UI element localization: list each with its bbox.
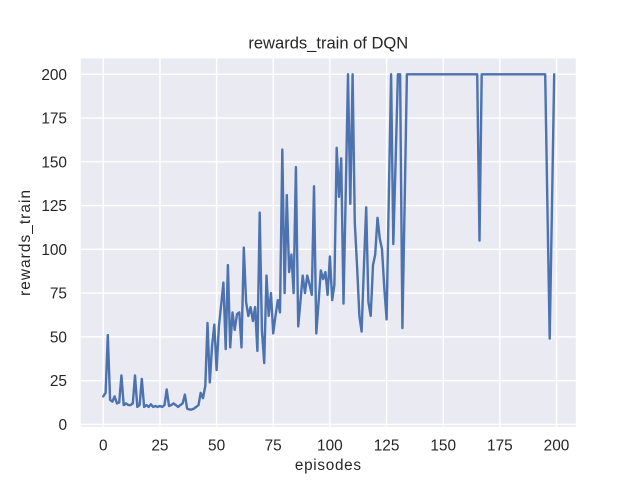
svg-text:150: 150 [430, 437, 456, 454]
svg-text:50: 50 [208, 437, 225, 454]
svg-text:0: 0 [58, 417, 67, 434]
svg-text:rewards_train of DQN: rewards_train of DQN [248, 33, 408, 52]
svg-text:125: 125 [41, 198, 67, 215]
svg-text:25: 25 [50, 373, 67, 390]
svg-text:175: 175 [487, 437, 513, 454]
svg-text:episodes: episodes [295, 457, 362, 474]
svg-text:175: 175 [41, 111, 67, 128]
svg-text:125: 125 [374, 437, 400, 454]
svg-text:0: 0 [99, 437, 108, 454]
svg-text:rewards_train: rewards_train [17, 189, 34, 296]
svg-text:25: 25 [151, 437, 168, 454]
svg-text:200: 200 [544, 437, 570, 454]
svg-text:150: 150 [41, 154, 67, 171]
svg-text:75: 75 [50, 286, 67, 303]
svg-text:100: 100 [41, 242, 67, 259]
svg-text:75: 75 [265, 437, 282, 454]
svg-text:50: 50 [50, 329, 67, 346]
svg-text:200: 200 [41, 67, 67, 84]
svg-text:100: 100 [317, 437, 343, 454]
